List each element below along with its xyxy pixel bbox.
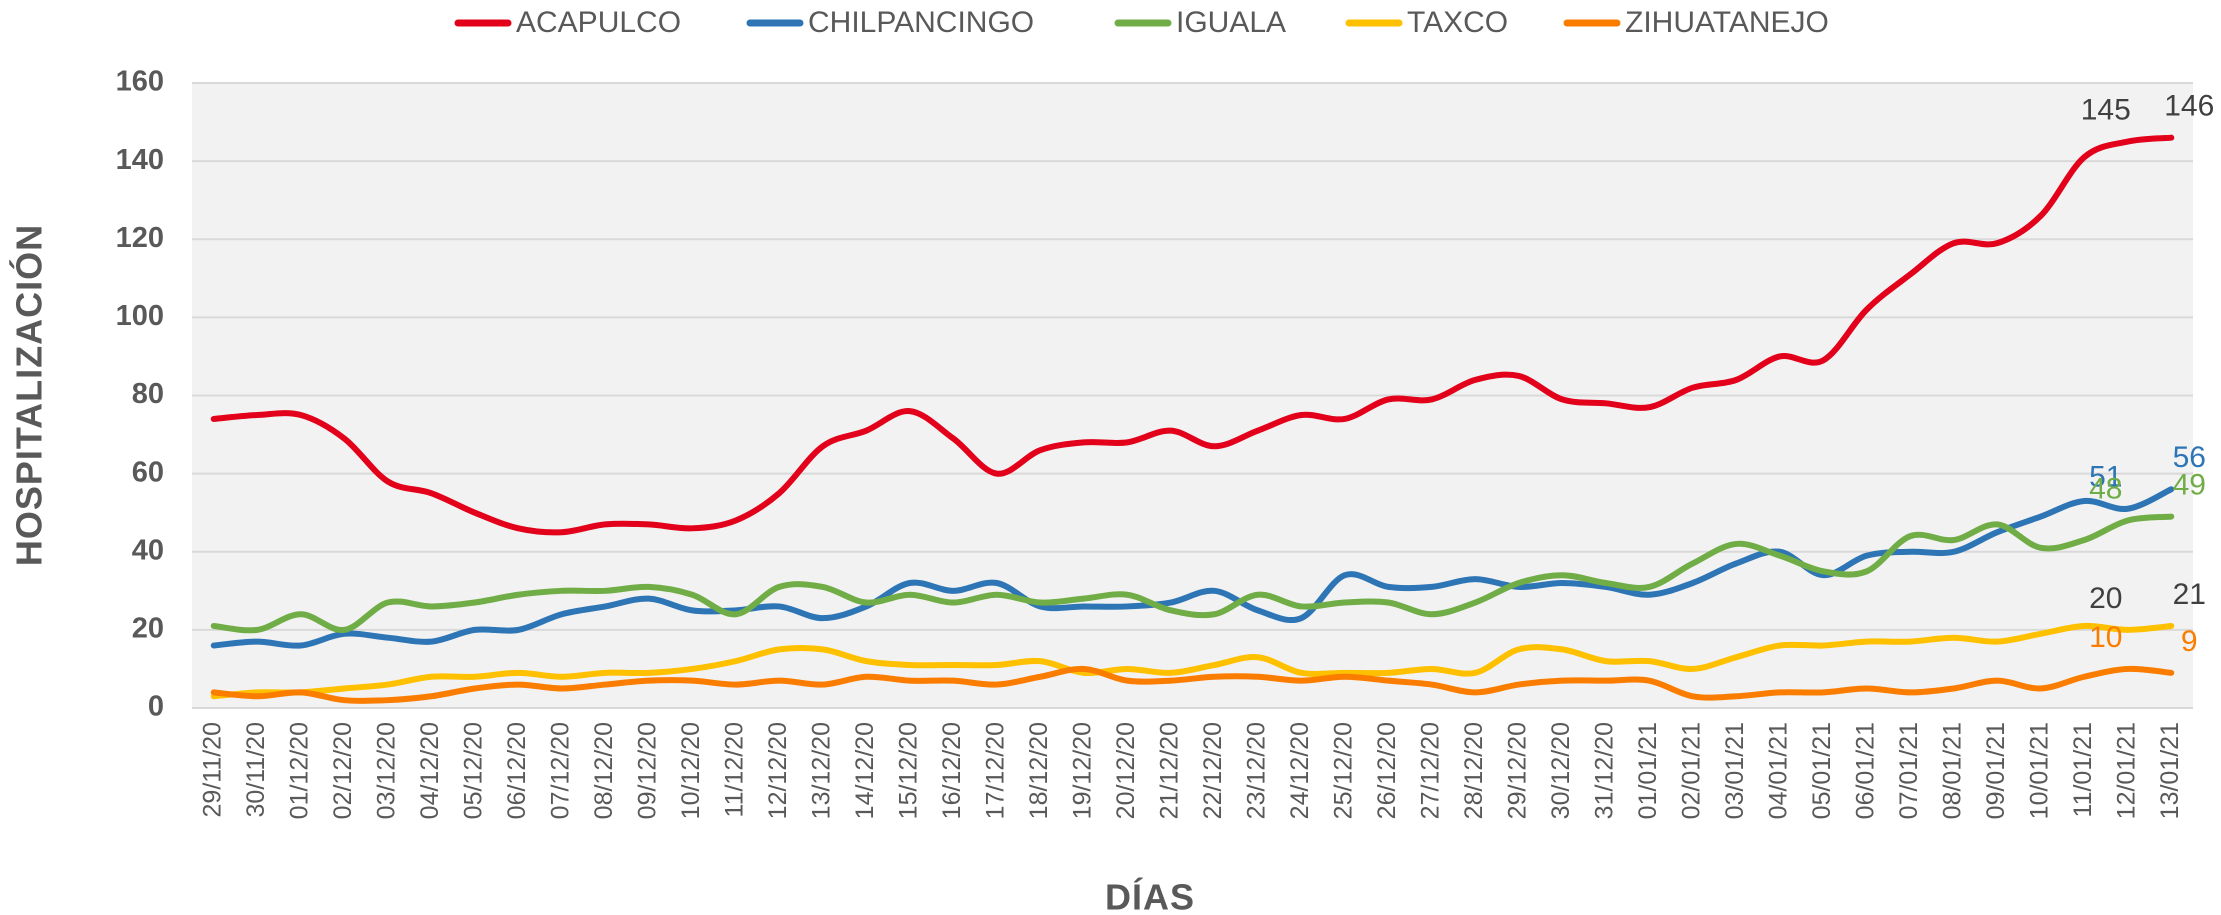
x-tick-label: 07/01/21	[1895, 722, 1923, 819]
x-tick-label: 30/12/20	[1547, 722, 1575, 819]
data-label: 10	[2089, 621, 2122, 654]
data-label: 145	[2081, 94, 2131, 127]
x-tick-label: 25/12/20	[1329, 722, 1357, 819]
legend-label: ZIHUATANEJO	[1625, 6, 1829, 39]
x-tick-label: 13/01/21	[2156, 722, 2184, 819]
y-tick-label: 0	[148, 691, 164, 723]
x-tick-label: 22/12/20	[1199, 722, 1227, 819]
x-tick-label: 15/12/20	[894, 722, 922, 819]
x-tick-label: 26/12/20	[1373, 722, 1401, 819]
x-tick-label: 18/12/20	[1025, 722, 1053, 819]
x-tick-label: 09/12/20	[633, 722, 661, 819]
x-tick-label: 17/12/20	[981, 722, 1009, 819]
x-tick-label: 04/12/20	[416, 722, 444, 819]
data-label: 21	[2173, 578, 2206, 611]
x-tick-label: 11/12/20	[720, 722, 748, 817]
x-tick-label: 01/12/20	[285, 722, 313, 819]
data-label: 49	[2173, 469, 2206, 502]
y-axis-title: HOSPITALIZACIÓN	[8, 224, 50, 566]
x-tick-label: 19/12/20	[1068, 722, 1096, 819]
legend-label: ACAPULCO	[516, 6, 681, 39]
x-tick-label: 12/12/20	[764, 722, 792, 819]
x-tick-label: 06/01/21	[1851, 722, 1879, 819]
x-tick-label: 20/12/20	[1112, 722, 1140, 819]
x-tick-label: 08/12/20	[590, 722, 618, 819]
x-tick-label: 10/01/21	[2025, 722, 2053, 819]
series-line	[210, 486, 2175, 649]
x-tick-label: 07/12/20	[546, 722, 574, 819]
x-tick-label: 04/01/21	[1764, 722, 1792, 819]
x-tick-label: 21/12/20	[1155, 722, 1183, 819]
legend-label: IGUALA	[1176, 6, 1286, 39]
y-tick-label: 120	[116, 222, 164, 254]
x-tick-label: 02/12/20	[329, 722, 357, 819]
x-tick-label: 31/12/20	[1590, 722, 1618, 819]
legend-label: TAXCO	[1407, 6, 1508, 39]
x-tick-label: 11/01/21	[2069, 722, 2097, 817]
y-tick-label: 160	[116, 66, 164, 98]
y-tick-label: 80	[132, 378, 164, 410]
x-tick-label: 29/11/20	[198, 722, 226, 817]
x-tick-label: 05/01/21	[1808, 722, 1836, 819]
x-tick-label: 10/12/20	[677, 722, 705, 819]
x-tick-label: 05/12/20	[459, 722, 487, 819]
x-tick-label: 28/12/20	[1460, 722, 1488, 819]
x-axis-title: DÍAS	[1105, 877, 1195, 915]
x-tick-label: 27/12/20	[1416, 722, 1444, 819]
y-tick-label: 60	[132, 456, 164, 488]
x-tick-label: 08/01/21	[1938, 722, 1966, 819]
y-tick-label: 140	[116, 144, 164, 176]
data-label: 20	[2089, 582, 2122, 615]
data-label: 56	[2173, 441, 2206, 474]
data-label: 146	[2164, 90, 2214, 123]
y-tick-label: 100	[116, 300, 164, 332]
x-tick-label: 23/12/20	[1242, 722, 1270, 819]
data-label: 48	[2089, 472, 2122, 505]
x-tick-label: 03/12/20	[372, 722, 400, 819]
x-tick-label: 14/12/20	[851, 722, 879, 819]
series-line	[210, 622, 2175, 700]
y-tick-label: 40	[132, 534, 164, 566]
series-line	[210, 513, 2175, 634]
x-tick-label: 12/01/21	[2112, 722, 2140, 819]
x-tick-label: 01/01/21	[1634, 722, 1662, 819]
series-line	[210, 134, 2175, 536]
data-label: 51	[2089, 461, 2122, 494]
x-tick-label: 16/12/20	[938, 722, 966, 819]
data-label: 9	[2181, 625, 2198, 658]
x-tick-label: 09/01/21	[1982, 722, 2010, 819]
x-tick-label: 29/12/20	[1503, 722, 1531, 819]
x-tick-label: 02/01/21	[1677, 722, 1705, 819]
x-tick-label: 30/11/20	[242, 722, 270, 817]
x-tick-label: 24/12/20	[1286, 722, 1314, 819]
legend-label: CHILPANCINGO	[808, 6, 1034, 39]
x-tick-label: 06/12/20	[503, 722, 531, 819]
x-tick-label: 13/12/20	[807, 722, 835, 819]
y-tick-label: 20	[132, 613, 164, 645]
x-tick-label: 03/01/21	[1721, 722, 1749, 819]
series-line	[210, 665, 2175, 704]
